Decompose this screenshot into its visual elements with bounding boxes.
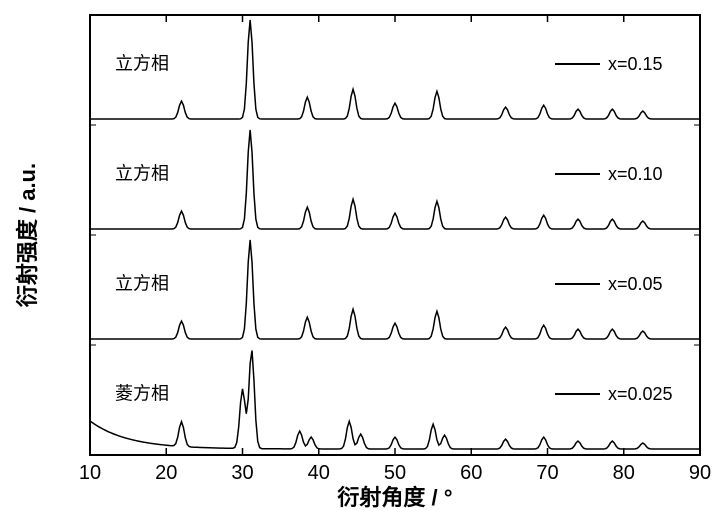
svg-text:40: 40 xyxy=(308,462,330,484)
svg-text:70: 70 xyxy=(536,462,558,484)
svg-text:立方相: 立方相 xyxy=(115,274,169,294)
svg-text:立方相: 立方相 xyxy=(115,164,169,184)
svg-text:x=0.05: x=0.05 xyxy=(608,274,663,294)
xrd-chart: 10 20 30 40 50 60 70 80 90 衍射角度 / ° 衍射强度 / a.u. 立方相… xyxy=(0,0,719,510)
chart-svg: 10 20 30 40 50 60 70 80 90 衍射角度 / ° 衍射强度 / a.u. 立方相… xyxy=(0,0,719,510)
svg-text:立方相: 立方相 xyxy=(115,54,169,74)
svg-text:衍射角度 / °: 衍射角度 / ° xyxy=(337,485,452,510)
svg-text:60: 60 xyxy=(460,462,482,484)
svg-text:10: 10 xyxy=(79,462,101,484)
svg-text:x=0.15: x=0.15 xyxy=(608,54,663,74)
svg-text:菱方相: 菱方相 xyxy=(115,384,169,404)
svg-text:90: 90 xyxy=(689,462,711,484)
svg-text:20: 20 xyxy=(155,462,177,484)
svg-text:x=0.10: x=0.10 xyxy=(608,164,663,184)
svg-text:50: 50 xyxy=(384,462,406,484)
svg-text:30: 30 xyxy=(231,462,253,484)
svg-text:衍射强度 / a.u.: 衍射强度 / a.u. xyxy=(15,163,40,307)
svg-text:x=0.025: x=0.025 xyxy=(608,384,673,404)
svg-text:80: 80 xyxy=(613,462,635,484)
